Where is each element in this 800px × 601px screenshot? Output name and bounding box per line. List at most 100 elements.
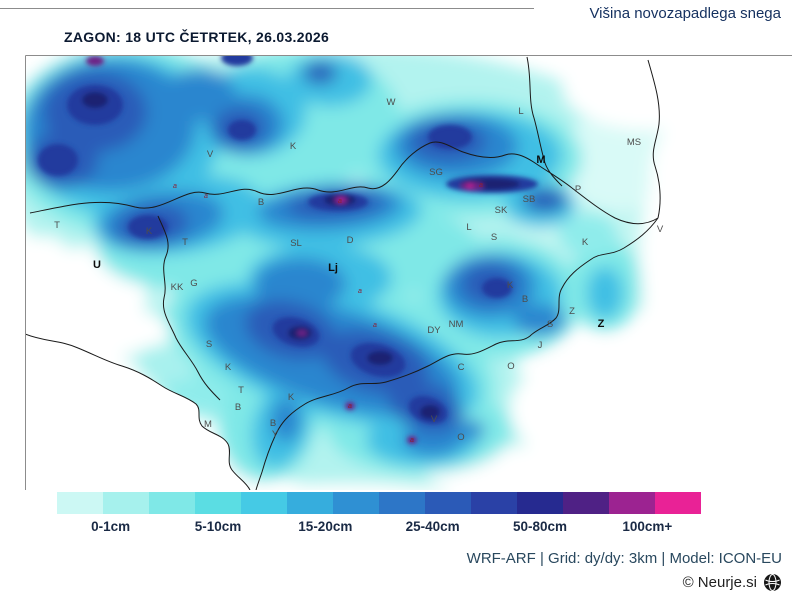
snow-max-blob (482, 278, 512, 298)
snow-max-blob (345, 402, 355, 410)
city-label-B: B (522, 294, 528, 305)
peak-labels: a a a a a a a a (173, 182, 483, 444)
city-label-T: T (54, 220, 60, 231)
snow-blob (650, 110, 750, 250)
peak-label: a (358, 288, 362, 295)
legend-segment (655, 492, 701, 514)
snow-blob (510, 340, 770, 480)
city-label-B: B (235, 402, 241, 413)
model-run-label: ZAGON: 18 UTC ČETRTEK, 26.03.2026 (64, 29, 330, 45)
peak-label: a (373, 322, 377, 329)
city-label-M: M (536, 154, 545, 166)
city-label-B: B (270, 418, 276, 429)
city-label-W: W (387, 97, 396, 108)
city-label-Z: Z (569, 306, 575, 317)
peak-label: a (173, 183, 177, 190)
city-label-SG: SG (429, 167, 443, 178)
city-label-L: L (466, 222, 471, 233)
border-line (255, 217, 659, 490)
legend-label: 100cm+ (622, 519, 673, 534)
legend-segment (195, 492, 241, 514)
legend-segment (425, 492, 471, 514)
model-info: WRF-ARF | Grid: dy/dy: 3km | Model: ICON… (466, 550, 782, 567)
snow-blob (523, 188, 567, 212)
globe-icon (764, 574, 781, 591)
snow-max-blob (86, 56, 104, 66)
city-label-G: G (190, 278, 197, 289)
snow-max-blob (466, 184, 474, 188)
city-label-SB: SB (523, 194, 536, 205)
city-label-O: O (507, 361, 514, 372)
credit: © Neurje.si (683, 573, 782, 592)
city-label-O: O (457, 432, 464, 443)
city-label-S: S (491, 232, 497, 243)
city-label-K: K (290, 141, 297, 152)
snow-blob (560, 110, 680, 210)
city-label-P: P (575, 184, 581, 195)
city-label-V: V (657, 224, 664, 235)
city-label-Z: Z (598, 318, 605, 330)
city-label-DY: DY (427, 325, 441, 336)
snow-blob (303, 62, 337, 84)
legend-labels: 0-1cm 5-10cm 15-20cm 25-40cm 50-80cm 100cm+ (57, 519, 701, 534)
legend-segment (149, 492, 195, 514)
snow-blob (563, 55, 733, 130)
city-label-V: V (207, 149, 214, 160)
city-label-K: K (146, 226, 153, 237)
city-label-Lj: Lj (328, 262, 338, 274)
snow-max-blob (228, 120, 256, 140)
city-label-KK: KK (171, 282, 184, 293)
legend-segment (471, 492, 517, 514)
city-label-V: V (431, 414, 438, 425)
legend-label: 5-10cm (194, 519, 242, 534)
legend-segment (379, 492, 425, 514)
snow-max-blob (297, 330, 307, 336)
legend-segment (517, 492, 563, 514)
legend-segment (241, 492, 287, 514)
city-label-L: L (518, 106, 523, 117)
peak-label: a (479, 182, 483, 189)
border-line (157, 215, 221, 401)
snow-blob (136, 345, 196, 383)
legend-bar (57, 492, 701, 514)
city-label-M: M (204, 419, 212, 430)
snow-max-blob (337, 198, 345, 202)
snow-blob (271, 398, 301, 442)
city-label-T: T (182, 237, 188, 248)
snow-blob (264, 484, 436, 490)
border-line (526, 56, 563, 187)
city-label-Y: Y (272, 429, 279, 440)
city-label-K: K (507, 280, 514, 291)
city-label-D: D (347, 235, 354, 246)
peak-label: a (204, 193, 208, 200)
snow-max-blob (128, 215, 168, 239)
peak-label: a (410, 437, 414, 444)
border-line (647, 59, 661, 219)
border-line (25, 333, 251, 490)
snow-field-maxima (38, 55, 538, 444)
adriatic-sea (25, 334, 250, 490)
snow-max-blob (407, 436, 417, 444)
legend-label: 15-20cm (298, 519, 353, 534)
city-label-SL: SL (290, 238, 302, 249)
snow-blob (25, 236, 73, 300)
legend-segment (57, 492, 103, 514)
city-label-SK: SK (495, 205, 508, 216)
legend-segment (287, 492, 333, 514)
border-line (29, 141, 573, 214)
snow-max-blob (367, 351, 393, 365)
city-label-C: C (458, 362, 465, 373)
city-label-K: K (288, 392, 295, 403)
snow-blob (90, 310, 170, 354)
snow-blob (558, 213, 618, 257)
legend-segment (563, 492, 609, 514)
legend-label: 25-40cm (405, 519, 460, 534)
city-label-NM: NM (449, 319, 464, 330)
border-line (571, 187, 659, 225)
city-label-J: J (538, 340, 543, 351)
city-label-K: K (582, 237, 589, 248)
legend-label: 50-80cm (512, 519, 567, 534)
peak-label: a (338, 198, 342, 205)
snow-max-blob (428, 125, 472, 149)
